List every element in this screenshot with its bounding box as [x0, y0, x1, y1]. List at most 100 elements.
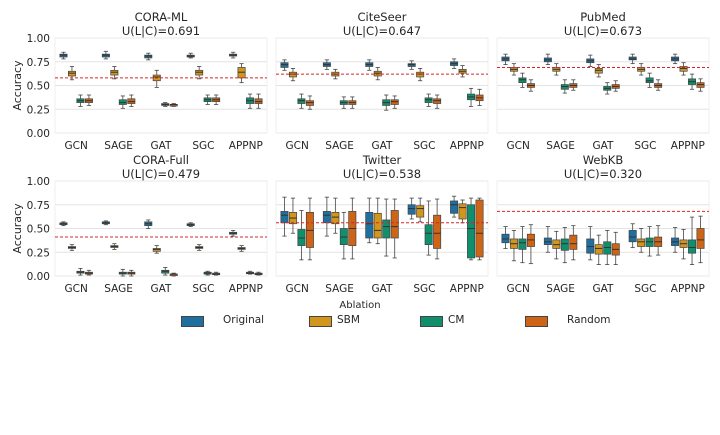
box-iqr	[450, 200, 459, 214]
box-random-gat	[390, 95, 399, 109]
box-original-sgc	[628, 53, 637, 65]
x-tick-label: SGC	[192, 283, 214, 295]
x-tick-label: SAGE	[104, 283, 133, 295]
box-random-appnp	[254, 271, 263, 276]
y-tick-label: 1.00	[27, 33, 50, 45]
box-sbm-appnp	[237, 63, 246, 84]
box-random-gat	[169, 103, 178, 107]
box-original-sage	[543, 226, 552, 253]
box-random-gcn	[526, 79, 535, 92]
x-tick-label: GAT	[372, 140, 394, 152]
box-cm-appnp	[688, 73, 697, 90]
panel-frame	[496, 37, 710, 134]
box-cm-gat	[603, 82, 612, 95]
box-iqr	[688, 239, 697, 254]
y-axis-label: Accuracy	[11, 60, 24, 111]
x-tick-label: SGC	[192, 140, 214, 152]
box-sbm-gcn	[509, 229, 518, 262]
box-random-sgc	[654, 79, 663, 91]
box-cm-gat	[382, 94, 391, 111]
legend-swatch-original	[181, 316, 204, 327]
legend-label-cm: CM	[448, 314, 465, 326]
box-cm-sgc	[424, 93, 433, 107]
x-tick-label: APPNP	[671, 140, 705, 152]
box-original-appnp	[671, 227, 680, 253]
box-sbm-gcn	[67, 244, 76, 251]
box-random-gcn	[305, 95, 314, 110]
box-iqr	[407, 204, 416, 215]
panel-frame	[275, 180, 489, 277]
box-original-gcn	[280, 196, 289, 237]
box-cm-gcn	[76, 94, 85, 107]
y-tick-label: 0.00	[27, 128, 50, 140]
x-tick-label: APPNP	[450, 140, 484, 152]
box-sbm-appnp	[458, 65, 467, 78]
x-tick-label: GAT	[593, 283, 615, 295]
box-cm-sgc	[203, 94, 212, 105]
box-original-sage	[543, 53, 552, 65]
box-original-sage	[101, 220, 110, 226]
legend-swatch-cm	[420, 316, 443, 327]
box-sbm-gcn	[288, 197, 297, 234]
box-cm-appnp	[467, 197, 476, 261]
box-original-sgc	[186, 52, 195, 59]
box-original-gat	[586, 226, 595, 261]
y-tick-label: 0.75	[27, 200, 50, 212]
box-iqr	[382, 219, 391, 239]
box-sbm-gcn	[509, 63, 518, 76]
x-tick-label: SAGE	[546, 283, 575, 295]
y-tick-label: 0.25	[27, 104, 50, 116]
box-iqr	[560, 238, 569, 251]
box-cm-sage	[560, 79, 569, 94]
box-original-appnp	[229, 51, 238, 59]
box-cm-sage	[118, 95, 127, 109]
box-random-gcn	[526, 224, 535, 265]
box-cm-gcn	[297, 93, 306, 109]
box-iqr	[518, 238, 527, 250]
box-cm-gcn	[297, 210, 306, 261]
box-cm-gcn	[76, 267, 85, 276]
box-original-appnp	[450, 195, 459, 218]
panel-subtitle: U(L|C)=0.691	[122, 24, 200, 38]
y-tick-label: 0.25	[27, 247, 50, 259]
box-original-appnp	[450, 58, 459, 69]
box-cm-gcn	[518, 226, 527, 264]
box-sbm-sgc	[195, 66, 204, 80]
y-tick-label: 0.00	[27, 271, 50, 283]
x-tick-label: SGC	[413, 283, 435, 295]
box-random-sgc	[654, 225, 663, 256]
box-original-gcn	[59, 51, 68, 60]
box-cm-gat	[161, 102, 170, 107]
y-axis-label: Accuracy	[11, 203, 24, 254]
box-original-gcn	[501, 226, 510, 249]
x-tick-label: SGC	[634, 140, 656, 152]
x-tick-label: GCN	[286, 140, 309, 152]
box-iqr	[594, 244, 603, 255]
x-tick-label: SAGE	[546, 140, 575, 152]
y-tick-label: 0.75	[27, 57, 50, 69]
box-random-sage	[127, 269, 136, 277]
y-tick-label: 0.50	[27, 81, 50, 93]
box-sbm-gat	[152, 245, 161, 254]
box-cm-gat	[603, 229, 612, 266]
legend-label-original: Original	[223, 314, 265, 326]
box-random-gat	[611, 231, 620, 266]
box-iqr	[365, 212, 374, 239]
box-original-sgc	[407, 60, 416, 70]
panel-title: Twitter	[362, 153, 402, 167]
box-random-gat	[611, 80, 620, 92]
legend-label-random: Random	[567, 314, 611, 326]
box-random-sage	[348, 197, 357, 260]
x-tick-label: GAT	[151, 140, 173, 152]
box-original-sage	[322, 196, 331, 237]
box-sbm-appnp	[679, 62, 688, 76]
x-tick-label: GAT	[593, 140, 615, 152]
box-random-appnp	[254, 93, 263, 109]
panel-title: CORA-ML	[135, 10, 188, 24]
box-iqr	[322, 211, 331, 224]
box-cm-appnp	[467, 87, 476, 107]
box-original-gcn	[59, 221, 68, 227]
box-sbm-gat	[373, 197, 382, 245]
